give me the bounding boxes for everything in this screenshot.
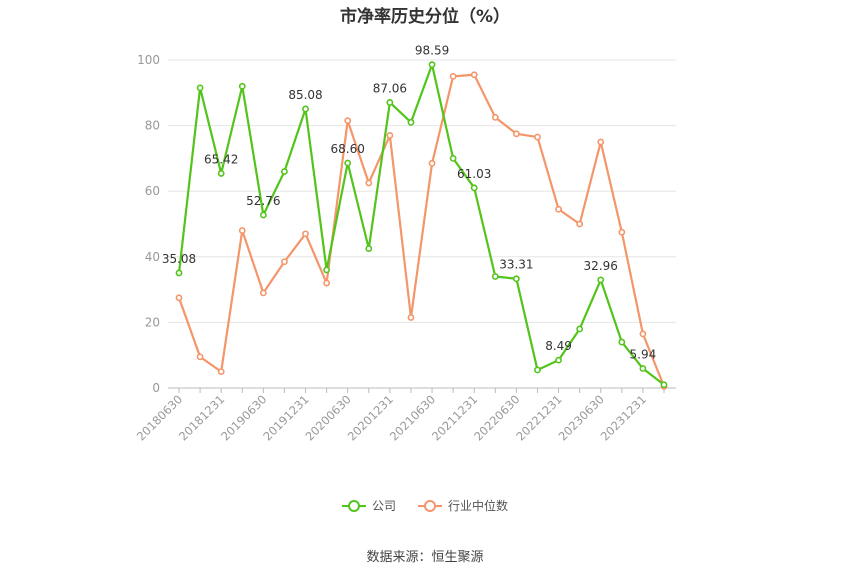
- data-point-industry-median: [428, 159, 436, 167]
- y-tick-label: 80: [145, 119, 160, 133]
- data-label: 33.31: [499, 258, 533, 272]
- legend-marker-company-icon: [341, 499, 366, 513]
- data-point-company: [323, 266, 331, 274]
- series-line-company: [177, 63, 665, 386]
- chart-title: 市净率历史分位（%）: [339, 7, 511, 27]
- data-point-company: [217, 170, 225, 177]
- data-point-company: [618, 338, 626, 346]
- data-point-company: [555, 356, 562, 364]
- data-point-company: [597, 276, 605, 284]
- data-point-company: [259, 211, 267, 219]
- data-point-industry-median: [386, 132, 394, 139]
- data-point-industry-median: [512, 130, 520, 138]
- data-point-industry-median: [302, 230, 309, 238]
- data-point-industry-median: [639, 330, 647, 338]
- legend-label-company: 公司: [371, 499, 396, 513]
- data-point-company: [428, 61, 436, 69]
- data-label: 61.03: [457, 167, 491, 181]
- data-point-company: [175, 269, 183, 277]
- y-tick-label: 0: [152, 381, 160, 395]
- data-point-company: [302, 105, 309, 113]
- data-point-company: [449, 154, 457, 162]
- data-label: 8.49: [545, 339, 572, 353]
- data-point-industry-median: [281, 258, 288, 266]
- data-point-industry-median: [175, 294, 183, 302]
- y-tick-label: 20: [145, 315, 160, 329]
- data-point-industry-median: [365, 179, 373, 187]
- line-chart: 0204060801002018063020181231201906302019…: [134, 44, 676, 444]
- data-point-industry-median: [323, 279, 331, 287]
- data-label: 32.96: [584, 259, 618, 273]
- data-point-company: [238, 82, 246, 90]
- data-point-industry-median: [470, 71, 478, 79]
- data-label: 98.59: [415, 44, 449, 58]
- data-point-company: [281, 168, 288, 175]
- y-tick-label: 40: [145, 250, 160, 264]
- data-point-industry-median: [407, 314, 415, 321]
- data-label: 85.08: [288, 88, 322, 102]
- data-label: 87.06: [373, 81, 407, 95]
- data-point-industry-median: [534, 133, 541, 141]
- y-tick-label: 100: [137, 53, 160, 67]
- legend-label-industry-median: 行业中位数: [448, 499, 509, 513]
- legend: 公司 行业中位数: [0, 497, 850, 514]
- data-point-industry-median: [259, 289, 267, 297]
- data-label: 52.76: [246, 194, 280, 208]
- data-point-industry-median: [555, 205, 562, 213]
- data-label: 35.08: [162, 252, 196, 266]
- data-point-industry-median: [576, 220, 584, 228]
- data-label: 65.42: [204, 152, 238, 166]
- data-point-company: [365, 245, 373, 252]
- y-tick-label: 60: [145, 184, 160, 198]
- data-point-industry-median: [449, 73, 457, 80]
- data-point-company: [470, 184, 478, 192]
- data-point-company: [386, 99, 394, 106]
- legend-item-company[interactable]: 公司: [341, 497, 396, 514]
- data-point-company: [407, 118, 415, 126]
- data-point-industry-median: [597, 138, 605, 146]
- legend-item-industry-median[interactable]: 行业中位数: [418, 497, 508, 514]
- data-point-industry-median: [344, 117, 352, 125]
- data-label: 5.94: [630, 348, 657, 362]
- data-point-industry-median: [491, 114, 499, 121]
- x-tick-label: 20231231: [598, 392, 649, 443]
- data-point-industry-median: [217, 368, 225, 375]
- legend-marker-industry-icon: [418, 499, 442, 513]
- series-line-industry-median: [177, 73, 666, 387]
- data-label: 68.60: [331, 142, 365, 156]
- data-point-industry-median: [196, 353, 204, 361]
- data-source: 数据来源：恒生聚源: [366, 550, 484, 565]
- data-point-company: [576, 325, 584, 333]
- data-point-company: [534, 366, 541, 374]
- data-point-industry-median: [238, 227, 246, 234]
- data-point-industry-median: [618, 228, 626, 236]
- data-point-company: [196, 84, 204, 92]
- data-point-company: [660, 381, 668, 389]
- data-point-company: [639, 365, 647, 372]
- data-point-company: [512, 275, 520, 283]
- data-point-company: [491, 273, 499, 280]
- data-point-company: [344, 159, 352, 167]
